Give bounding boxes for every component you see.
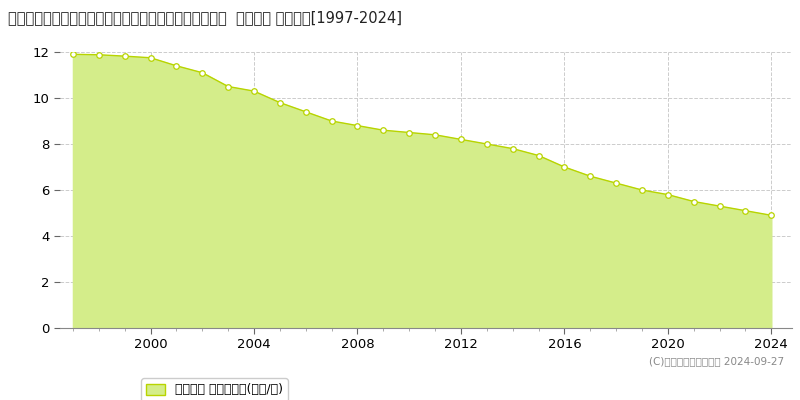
Point (480, 141, 493, 147)
Point (558, 164, 570, 170)
Point (402, 129, 415, 136)
Point (351, 122, 364, 129)
Point (118, 53, 131, 59)
Point (610, 180, 622, 186)
Point (144, 54, 157, 61)
Point (429, 132, 442, 138)
Point (454, 136, 467, 142)
Point (325, 118, 338, 124)
Point (506, 145, 519, 152)
Text: 新潟県南蒲原郡田上町大字羽生田字大郷庵丙４３１番１  基準地価 地価推移[1997-2024]: 新潟県南蒲原郡田上町大字羽生田字大郷庵丙４３１番１ 基準地価 地価推移[1997… (8, 10, 402, 25)
Point (66, 51, 79, 58)
Point (662, 191, 674, 198)
Point (196, 70, 209, 76)
Text: (C)土地価格ドットコム 2024-09-27: (C)土地価格ドットコム 2024-09-27 (649, 356, 784, 366)
Point (532, 152, 545, 159)
Point (713, 203, 726, 209)
Point (222, 83, 234, 90)
Point (92, 52, 105, 58)
Point (765, 212, 778, 218)
Point (635, 187, 648, 193)
Point (274, 99, 286, 106)
Point (299, 108, 312, 115)
Point (687, 198, 700, 205)
Point (247, 88, 260, 94)
Point (584, 173, 597, 179)
Point (170, 62, 182, 69)
Point (377, 127, 390, 134)
Legend: 基準地価 平均坪単価(万円/坪): 基準地価 平均坪単価(万円/坪) (142, 378, 288, 400)
Point (739, 208, 752, 214)
